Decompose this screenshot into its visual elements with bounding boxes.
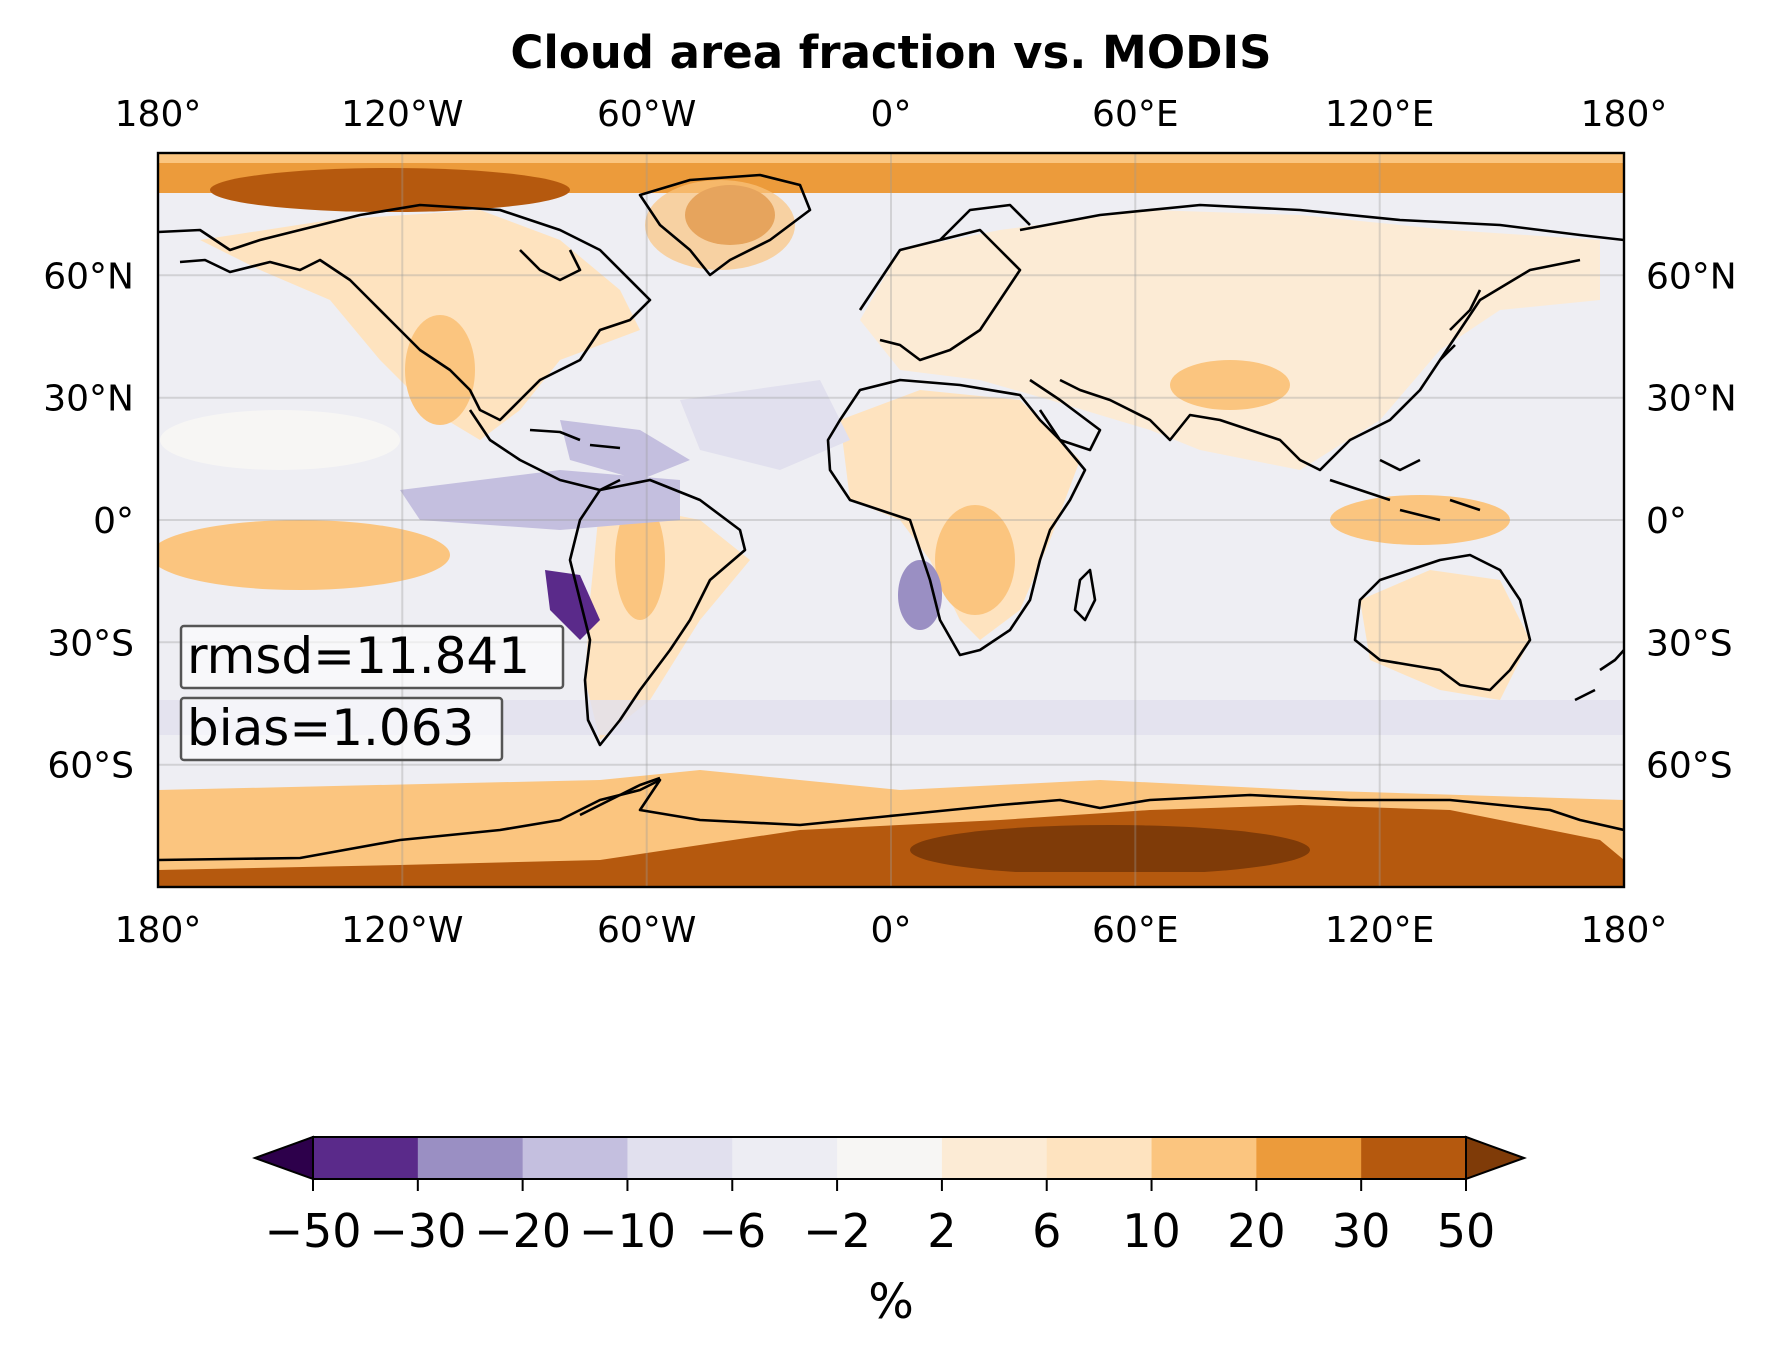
coast-maritime xyxy=(1329,458,1481,522)
coast-caribbean xyxy=(529,428,621,450)
na-orange-patch xyxy=(405,315,475,425)
colorbar-tick-label: −6 xyxy=(698,1204,766,1258)
colorbar-frame xyxy=(312,1136,1467,1180)
left-lat-tick-label: 30°N xyxy=(43,379,134,420)
chart-title: Cloud area fraction vs. MODIS xyxy=(510,26,1271,79)
coast-scandinavia xyxy=(939,203,1031,241)
coast-africa xyxy=(826,378,1087,657)
bias-box: bias=1.063 xyxy=(179,696,504,762)
bottom-lon-tick-label: 120°W xyxy=(341,910,463,951)
colorbar-under-arrow xyxy=(252,1135,314,1181)
bottom-lon-tick-label: 60°E xyxy=(1092,910,1179,951)
right-lat-tick-label: 0° xyxy=(1646,501,1687,542)
coast-north-america xyxy=(158,203,652,422)
bias-text: bias=1.063 xyxy=(187,699,474,757)
left-lat-tick-label: 30°S xyxy=(47,623,134,664)
right-lat-tick-label: 60°S xyxy=(1646,746,1733,787)
colorbar-segment xyxy=(1361,1137,1467,1179)
coast-antarctica xyxy=(158,778,1624,862)
top-lon-tick-label: 0° xyxy=(871,94,912,135)
greenland-halo xyxy=(645,180,795,270)
australia-field xyxy=(1360,570,1530,700)
coast-australia xyxy=(1353,553,1532,692)
namibia-purple xyxy=(898,560,942,630)
gridlines xyxy=(158,153,1624,887)
right-lat-tick-label: 30°S xyxy=(1646,623,1733,664)
colorbar-tick-label: 20 xyxy=(1227,1204,1286,1258)
sa-orange xyxy=(615,500,665,620)
coast-new-zealand xyxy=(1574,649,1624,702)
colorbar-tick-label: 6 xyxy=(1032,1204,1061,1258)
coast-madagascar xyxy=(1073,568,1097,622)
colorbar-segment xyxy=(837,1137,943,1179)
coast-antarctic-peninsula xyxy=(579,776,661,817)
colorbar-segment xyxy=(1046,1137,1153,1179)
colorbar-tick-label: −50 xyxy=(264,1204,361,1258)
colorbar-tick-label: 30 xyxy=(1332,1204,1391,1258)
arctic-core xyxy=(210,168,570,212)
top-lon-tick-label: 180° xyxy=(1581,94,1668,135)
colorbar-segment xyxy=(417,1137,524,1179)
left-lat-tick-label: 60°N xyxy=(43,256,134,297)
top-lon-tick-label: 60°W xyxy=(597,94,696,135)
colorbar-tick-label: −10 xyxy=(579,1204,676,1258)
top-lon-tick-label: 120°W xyxy=(341,94,463,135)
tibet-patch xyxy=(1170,360,1290,410)
africa-orange xyxy=(935,505,1015,615)
colorbar-label: % xyxy=(868,1274,914,1330)
eurasia-field xyxy=(860,210,1600,470)
bottom-lon-tick-label: 180° xyxy=(115,910,202,951)
colorbar-tick-label: 2 xyxy=(927,1204,956,1258)
right-lat-tick-label: 30°N xyxy=(1646,379,1737,420)
left-lat-tick-label: 0° xyxy=(93,501,134,542)
top-lon-tick-label: 120°E xyxy=(1325,94,1434,135)
colorbar-tick-label: 10 xyxy=(1122,1204,1181,1258)
rmsd-text: rmsd=11.841 xyxy=(187,627,530,685)
right-latitude-ticks: 60°N 30°N 0° 30°S 60°S xyxy=(1646,256,1737,786)
top-lon-tick-label: 60°E xyxy=(1092,94,1179,135)
colorbar: −50 −30 −20 −10 −6 −2 2 6 10 20 30 50 xyxy=(252,1135,1527,1258)
coast-japan xyxy=(1439,289,1482,361)
colorbar-tick-label: −20 xyxy=(474,1204,571,1258)
colorbar-tick-label: −30 xyxy=(369,1204,466,1258)
left-lat-tick-label: 60°S xyxy=(47,746,134,787)
atlantic-purple xyxy=(680,380,850,470)
top-lon-tick-label: 180° xyxy=(115,94,202,135)
coast-south-america xyxy=(568,478,747,747)
left-latitude-ticks: 60°N 30°N 0° 30°S 60°S xyxy=(43,256,134,786)
arctic-edge xyxy=(158,153,1624,163)
bottom-longitude-ticks: 180° 120°W 60°W 0° 60°E 120°E 180° xyxy=(115,910,1668,951)
caribbean-purple xyxy=(560,420,690,480)
colorbar-over-arrow xyxy=(1465,1135,1527,1181)
colorbar-tick-label: 50 xyxy=(1437,1204,1496,1258)
colorbar-segment xyxy=(1151,1137,1257,1179)
bottom-lon-tick-label: 60°W xyxy=(597,910,696,951)
pacific-light xyxy=(160,410,400,470)
top-longitude-ticks: 180° 120°W 60°W 0° 60°E 120°E 180° xyxy=(115,94,1668,135)
rmsd-box: rmsd=11.841 xyxy=(179,624,565,690)
coast-europe xyxy=(858,228,1022,362)
coastlines xyxy=(158,173,1624,862)
bottom-lon-tick-label: 180° xyxy=(1581,910,1668,951)
map-panel: rmsd=11.841 bias=1.063 xyxy=(156,151,1626,889)
coast-hudson xyxy=(519,249,582,282)
bottom-lon-tick-label: 0° xyxy=(871,910,912,951)
colorbar-segment xyxy=(941,1137,1048,1179)
colorbar-segment xyxy=(627,1137,733,1179)
pacific-orange xyxy=(158,520,450,590)
right-lat-tick-label: 60°N xyxy=(1646,256,1737,297)
map-frame xyxy=(156,151,1626,889)
maritime-patch xyxy=(1330,495,1510,545)
colorbar-segment xyxy=(1256,1137,1362,1179)
colorbar-segment xyxy=(313,1137,419,1179)
antarctic-darkest xyxy=(910,825,1310,875)
bottom-lon-tick-label: 120°E xyxy=(1325,910,1434,951)
antarctic-edge xyxy=(158,872,1624,887)
coast-asia xyxy=(1019,203,1624,472)
coast-greenland xyxy=(638,173,812,277)
colorbar-segment xyxy=(732,1137,838,1179)
colorbar-segment xyxy=(522,1137,628,1179)
colorbar-tick-label: −2 xyxy=(803,1204,871,1258)
